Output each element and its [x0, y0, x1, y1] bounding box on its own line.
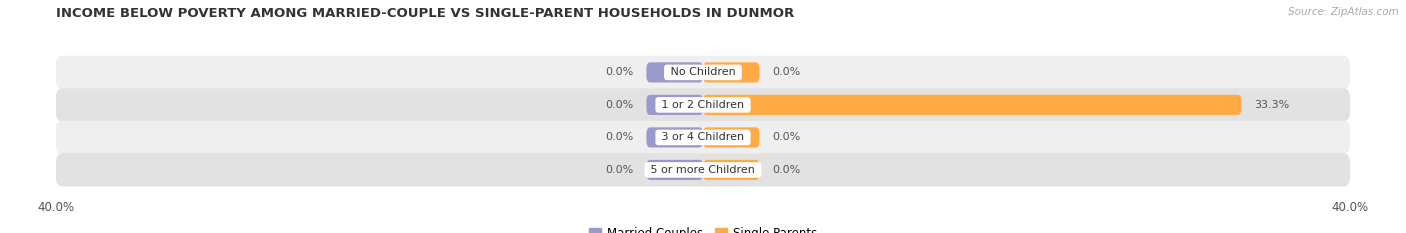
- Text: 3 or 4 Children: 3 or 4 Children: [658, 132, 748, 142]
- Text: INCOME BELOW POVERTY AMONG MARRIED-COUPLE VS SINGLE-PARENT HOUSEHOLDS IN DUNMOR: INCOME BELOW POVERTY AMONG MARRIED-COUPL…: [56, 7, 794, 20]
- FancyBboxPatch shape: [55, 56, 1351, 89]
- Text: 0.0%: 0.0%: [605, 132, 634, 142]
- FancyBboxPatch shape: [55, 121, 1351, 154]
- Text: 1 or 2 Children: 1 or 2 Children: [658, 100, 748, 110]
- FancyBboxPatch shape: [647, 160, 703, 180]
- FancyBboxPatch shape: [55, 88, 1351, 121]
- Text: 33.3%: 33.3%: [1254, 100, 1289, 110]
- FancyBboxPatch shape: [55, 153, 1351, 186]
- FancyBboxPatch shape: [703, 160, 759, 180]
- Text: 0.0%: 0.0%: [772, 67, 801, 77]
- Text: No Children: No Children: [666, 67, 740, 77]
- Text: 0.0%: 0.0%: [605, 165, 634, 175]
- FancyBboxPatch shape: [647, 62, 703, 82]
- Legend: Married Couples, Single Parents: Married Couples, Single Parents: [585, 222, 821, 233]
- FancyBboxPatch shape: [703, 127, 759, 147]
- FancyBboxPatch shape: [703, 62, 759, 82]
- Text: 5 or more Children: 5 or more Children: [647, 165, 759, 175]
- Text: 0.0%: 0.0%: [605, 67, 634, 77]
- Text: 0.0%: 0.0%: [772, 132, 801, 142]
- Text: Source: ZipAtlas.com: Source: ZipAtlas.com: [1288, 7, 1399, 17]
- FancyBboxPatch shape: [647, 95, 703, 115]
- FancyBboxPatch shape: [647, 127, 703, 147]
- Text: 0.0%: 0.0%: [605, 100, 634, 110]
- FancyBboxPatch shape: [703, 95, 1241, 115]
- Text: 0.0%: 0.0%: [772, 165, 801, 175]
